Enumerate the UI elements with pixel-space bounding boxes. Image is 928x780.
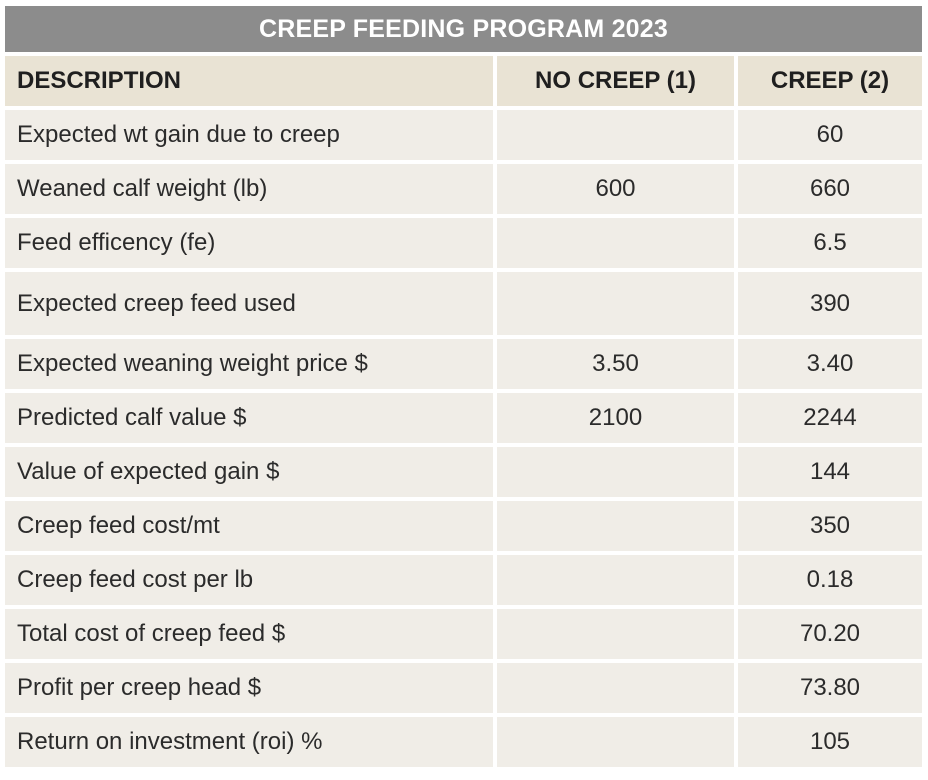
row-description: Weaned calf weight (lb) <box>5 164 497 218</box>
row-description: Profit per creep head $ <box>5 663 497 717</box>
table-row: Profit per creep head $ 73.80 <box>5 663 922 717</box>
row-creep-value: 3.40 <box>738 339 922 393</box>
table-row: Feed efficency (fe) 6.5 <box>5 218 922 272</box>
table-row: Expected creep feed used 390 <box>5 272 922 339</box>
header-description: DESCRIPTION <box>5 56 497 110</box>
header-no-creep: NO CREEP (1) <box>497 56 738 110</box>
row-description: Return on investment (roi) % <box>5 717 497 771</box>
data-table: DESCRIPTION NO CREEP (1) CREEP (2) Expec… <box>5 56 922 771</box>
row-description: Expected creep feed used <box>5 272 497 339</box>
row-creep-value: 105 <box>738 717 922 771</box>
row-no-creep-value: 600 <box>497 164 738 218</box>
row-creep-value: 6.5 <box>738 218 922 272</box>
table-row: Total cost of creep feed $ 70.20 <box>5 609 922 663</box>
row-creep-value: 60 <box>738 110 922 164</box>
table-row: Expected wt gain due to creep 60 <box>5 110 922 164</box>
row-no-creep-value: 2100 <box>497 393 738 447</box>
row-creep-value: 350 <box>738 501 922 555</box>
row-no-creep-value <box>497 609 738 663</box>
row-no-creep-value <box>497 501 738 555</box>
row-no-creep-value <box>497 447 738 501</box>
table-row: Return on investment (roi) % 105 <box>5 717 922 771</box>
row-no-creep-value <box>497 272 738 339</box>
table-row: Weaned calf weight (lb) 600 660 <box>5 164 922 218</box>
header-creep: CREEP (2) <box>738 56 922 110</box>
row-description: Value of expected gain $ <box>5 447 497 501</box>
row-description: Total cost of creep feed $ <box>5 609 497 663</box>
row-description: Predicted calf value $ <box>5 393 497 447</box>
row-creep-value: 144 <box>738 447 922 501</box>
row-creep-value: 660 <box>738 164 922 218</box>
row-no-creep-value: 3.50 <box>497 339 738 393</box>
row-description: Expected weaning weight price $ <box>5 339 497 393</box>
row-description: Expected wt gain due to creep <box>5 110 497 164</box>
table-row: Creep feed cost/mt 350 <box>5 501 922 555</box>
row-creep-value: 70.20 <box>738 609 922 663</box>
creep-feeding-table: CREEP FEEDING PROGRAM 2023 DESCRIPTION N… <box>5 6 922 771</box>
table-row: Expected weaning weight price $ 3.50 3.4… <box>5 339 922 393</box>
row-creep-value: 0.18 <box>738 555 922 609</box>
row-description: Feed efficency (fe) <box>5 218 497 272</box>
row-creep-value: 73.80 <box>738 663 922 717</box>
row-no-creep-value <box>497 218 738 272</box>
row-no-creep-value <box>497 110 738 164</box>
row-creep-value: 2244 <box>738 393 922 447</box>
table-row: Creep feed cost per lb 0.18 <box>5 555 922 609</box>
table-title: CREEP FEEDING PROGRAM 2023 <box>5 6 922 56</box>
header-row: DESCRIPTION NO CREEP (1) CREEP (2) <box>5 56 922 110</box>
table-row: Value of expected gain $ 144 <box>5 447 922 501</box>
row-description: Creep feed cost per lb <box>5 555 497 609</box>
row-no-creep-value <box>497 555 738 609</box>
row-creep-value: 390 <box>738 272 922 339</box>
row-no-creep-value <box>497 717 738 771</box>
table-row: Predicted calf value $ 2100 2244 <box>5 393 922 447</box>
row-description: Creep feed cost/mt <box>5 501 497 555</box>
row-no-creep-value <box>497 663 738 717</box>
